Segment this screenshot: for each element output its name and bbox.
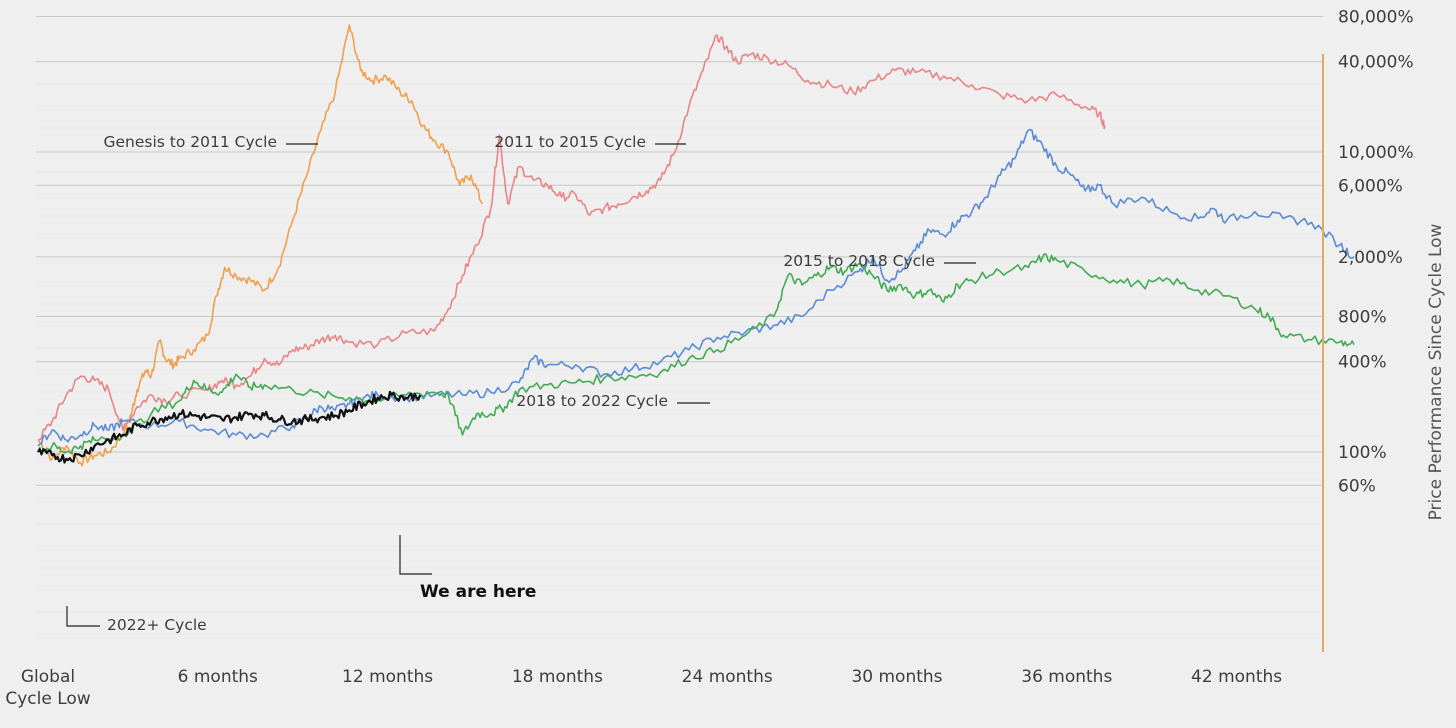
series-line-0 <box>37 24 483 467</box>
series-line-1 <box>37 34 1106 441</box>
x-tick-label: 12 months <box>342 667 433 687</box>
x-tick-label: 18 months <box>512 667 603 687</box>
y-tick-label: 60% <box>1338 476 1376 496</box>
y-tick-label: 2,000% <box>1338 248 1403 268</box>
y-tick-label: 10,000% <box>1338 143 1414 163</box>
annotation-leader <box>66 606 100 627</box>
series-line-4 <box>37 390 422 464</box>
y-tick-label: 80,000% <box>1338 8 1414 28</box>
annotation-label: 2015 to 2018 Cycle <box>783 252 935 270</box>
x-tick-label: 30 months <box>851 667 942 687</box>
annotation-label: 2018 to 2022 Cycle <box>516 392 668 410</box>
annotation-label: We are here <box>420 582 536 602</box>
annotation-label: 2022+ Cycle <box>107 616 207 634</box>
annotation-label: Genesis to 2011 Cycle <box>103 133 277 151</box>
axis-layer: 80,000% 40,000% 10,000% 6,000% 2,000% 800% 400… <box>5 8 1413 709</box>
y-axis-label: Price Performance Since Cycle Low <box>1426 223 1446 520</box>
x-tick-label: 6 months <box>178 667 258 687</box>
x-tick-label: 24 months <box>682 667 773 687</box>
y-tick-label: 40,000% <box>1338 53 1414 73</box>
y-tick-label: 100% <box>1338 443 1387 463</box>
annotation-label: 2011 to 2015 Cycle <box>494 133 646 151</box>
grid-layer <box>36 16 1323 635</box>
annotation-leader <box>399 535 432 575</box>
series-line-2 <box>37 128 1355 447</box>
x-tick-label: 36 months <box>1021 667 1112 687</box>
x-tick-label: 42 months <box>1191 667 1282 687</box>
series-line-3 <box>37 253 1355 456</box>
y-tick-label: 6,000% <box>1338 176 1403 196</box>
y-tick-label: 800% <box>1338 308 1387 328</box>
y-tick-label: 400% <box>1338 353 1387 373</box>
x-tick-label: Global Cycle Low <box>5 667 90 709</box>
annotation-layer: Genesis to 2011 Cycle 2011 to 2015 Cycle 2… <box>66 133 976 634</box>
series-layer <box>37 24 1355 467</box>
